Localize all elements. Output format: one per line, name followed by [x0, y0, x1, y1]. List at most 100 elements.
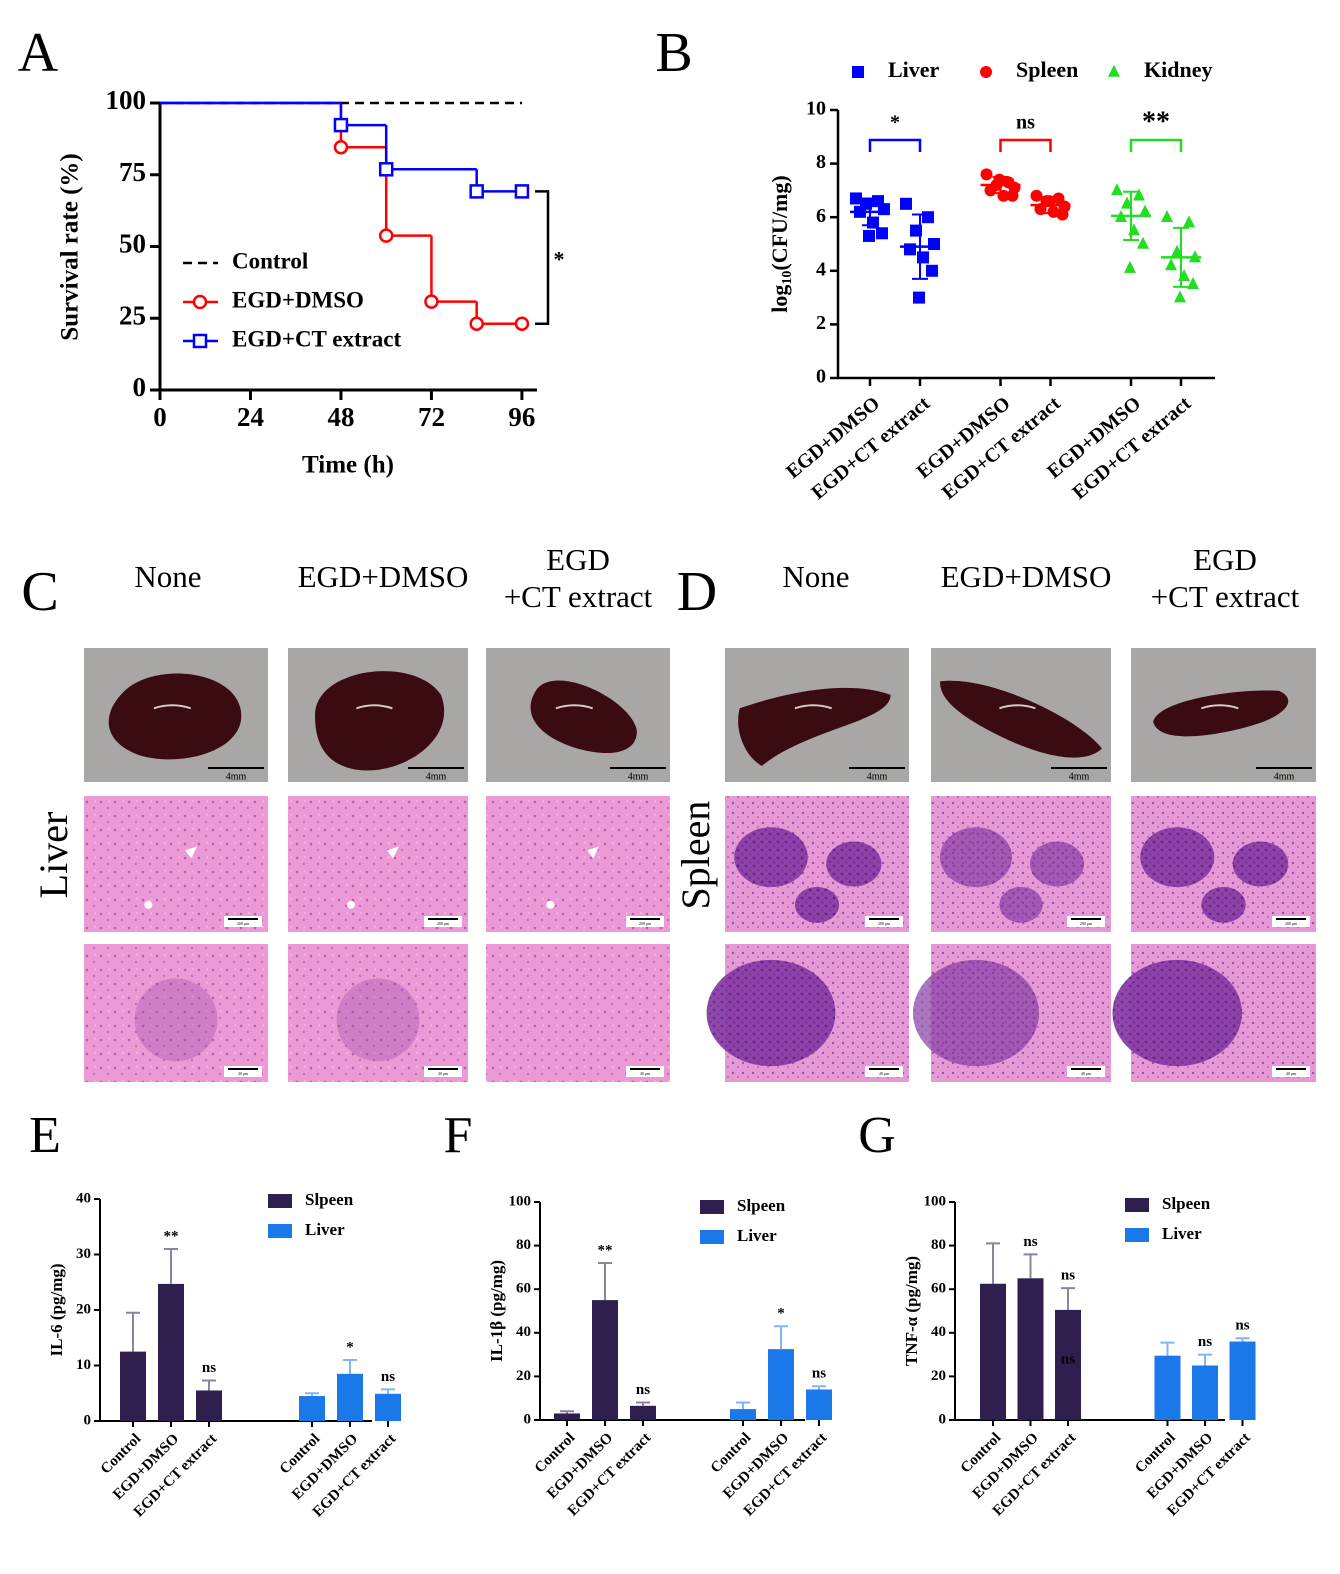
legend-label: Liver	[888, 57, 940, 82]
y-tick-label: 10	[76, 1357, 91, 1373]
photo-bg	[84, 796, 268, 932]
legend-label: Liver	[305, 1220, 345, 1239]
scale-label: 200 μm	[878, 921, 891, 926]
marker	[469, 316, 484, 331]
significance-label: ns	[381, 1369, 395, 1385]
photo: 200 μm	[486, 796, 670, 932]
marker	[469, 184, 484, 199]
error-bar	[774, 1325, 788, 1350]
marker	[1174, 290, 1186, 303]
significance-label: **	[598, 1242, 613, 1258]
marker	[1187, 277, 1199, 289]
y-axis-title: IL-1β (pg/mg)	[487, 1260, 506, 1362]
marker	[1108, 64, 1120, 77]
scale-box	[1067, 916, 1105, 927]
photo: 4mm	[288, 648, 468, 782]
legend-label: Liver	[1162, 1224, 1202, 1243]
photo-bg	[84, 944, 268, 1082]
marker	[980, 66, 992, 78]
panel-label: D	[677, 561, 717, 623]
scale-box	[1067, 1066, 1105, 1077]
bar	[375, 1393, 401, 1421]
legend-swatch	[1125, 1228, 1149, 1242]
legend-swatch	[1125, 1198, 1149, 1212]
organ	[940, 680, 1102, 758]
y-tick-label: 25	[119, 300, 146, 330]
photo: 40 μm	[1112, 944, 1316, 1082]
organ-highlight	[356, 704, 393, 710]
organ	[108, 673, 242, 760]
bar	[196, 1390, 222, 1421]
error-bar	[812, 1385, 826, 1390]
marker	[1124, 260, 1136, 273]
marker	[850, 192, 862, 205]
significance-label: *	[346, 1339, 354, 1355]
white-pulp	[999, 886, 1043, 923]
y-tick-label: 100	[106, 85, 147, 115]
annotation: ns	[1061, 1351, 1075, 1367]
marker	[1128, 223, 1140, 236]
column-label: EGD+DMSO	[941, 559, 1112, 594]
column-label: None	[134, 559, 201, 594]
panel-label: E	[29, 1107, 61, 1164]
panel-label: B	[655, 22, 692, 84]
column-label: None	[782, 559, 849, 594]
sd-bar	[1123, 190, 1139, 241]
marker	[980, 168, 993, 181]
infiltrate	[336, 978, 420, 1062]
x-tick-label: 96	[508, 402, 535, 432]
marker	[876, 227, 888, 240]
bar	[592, 1300, 618, 1420]
marker	[926, 264, 938, 277]
photo: 200 μm	[931, 796, 1111, 932]
y-tick-label: 2	[816, 312, 826, 334]
white-pulp	[913, 959, 1039, 1067]
error-bar	[164, 1247, 178, 1284]
error-bar	[560, 1410, 574, 1414]
bar	[768, 1349, 794, 1420]
organ	[1153, 690, 1289, 737]
photo: 40 μm	[706, 944, 909, 1082]
bar	[1017, 1278, 1044, 1420]
bar	[1055, 1309, 1081, 1420]
x-axis-title: Time (h)	[302, 452, 394, 479]
error-bar	[1198, 1353, 1212, 1366]
y-tick-label: 40	[76, 1190, 91, 1206]
scale-box	[626, 916, 664, 927]
y-axis-title: IL-6 (pg/mg)	[47, 1263, 66, 1356]
white-pulp	[706, 959, 836, 1067]
marker	[863, 229, 875, 242]
vessel	[144, 900, 153, 909]
organ	[315, 671, 445, 771]
marker	[1161, 210, 1173, 222]
photo-bg	[288, 796, 468, 932]
marker	[1139, 204, 1151, 217]
photo: 4mm	[931, 648, 1111, 782]
significance-label: **	[164, 1228, 179, 1244]
marker	[900, 197, 912, 210]
y-tick-label: 60	[516, 1281, 531, 1297]
legend-label: EGD+CT extract	[232, 326, 402, 351]
y-tick-label: 40	[931, 1324, 946, 1340]
y-axis-title-part: (CFU/mg)	[767, 175, 792, 270]
legend-swatch	[268, 1224, 292, 1238]
bar	[806, 1389, 832, 1420]
y-tick-label: 8	[816, 151, 826, 173]
significance-label: ns	[202, 1360, 216, 1376]
scale-label: 40 μm	[640, 1071, 651, 1076]
significance-label: ns	[1023, 1234, 1037, 1250]
scale-label: 4mm	[1274, 771, 1295, 782]
significance-bracket	[535, 190, 550, 325]
marker	[913, 291, 925, 304]
scale-box	[424, 916, 462, 927]
photo: 40 μm	[486, 944, 670, 1082]
scale-box	[865, 916, 903, 927]
legend-label: Slpeen	[1162, 1194, 1211, 1213]
photo: 4mm	[486, 648, 670, 782]
bar	[337, 1373, 363, 1421]
vessel	[546, 900, 555, 909]
scale-label: 200 μm	[639, 921, 652, 926]
scale-label: 40 μm	[879, 1071, 890, 1076]
bar	[1229, 1341, 1256, 1420]
error-bar	[598, 1262, 612, 1301]
